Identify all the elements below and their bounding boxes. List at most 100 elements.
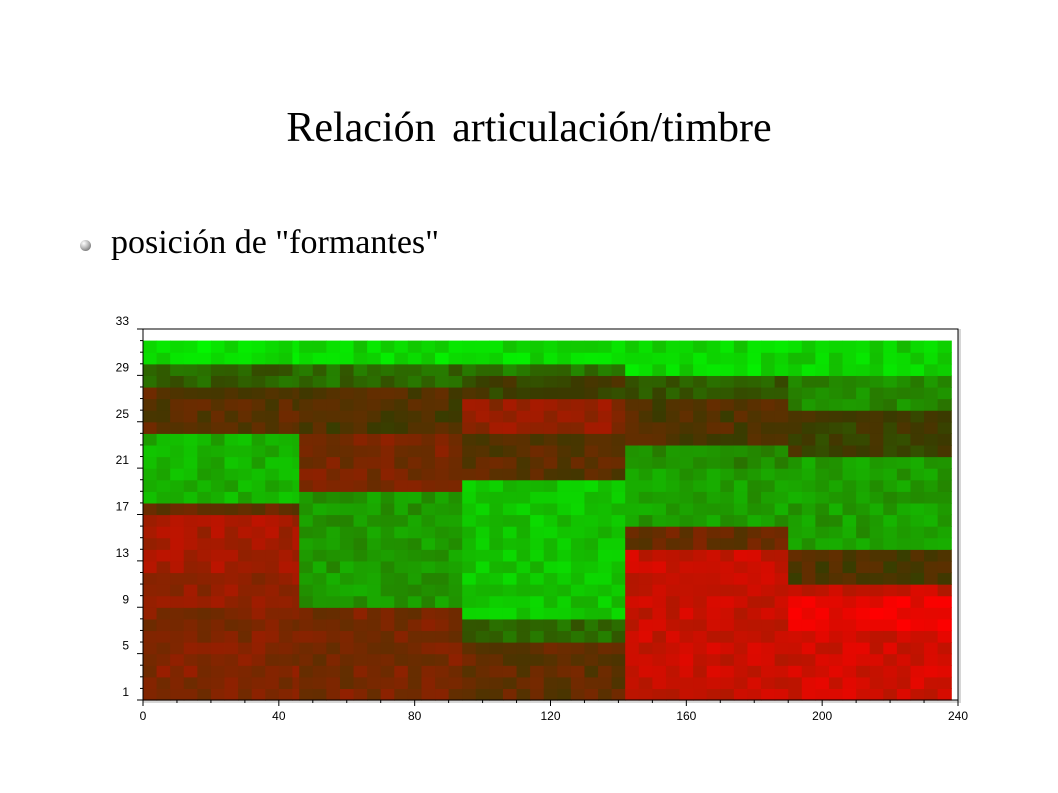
heatmap-cell (143, 352, 158, 365)
heatmap-cell (896, 410, 912, 423)
heatmap-cell (516, 607, 531, 620)
heatmap-cell (652, 572, 667, 585)
heatmap-cell (251, 433, 266, 446)
heatmap-cell (292, 572, 300, 585)
heatmap-cell (530, 444, 545, 458)
heatmap-cell (761, 386, 776, 400)
heatmap-cell (143, 642, 158, 655)
heatmap-cell (788, 653, 803, 666)
heatmap-cell (312, 642, 327, 655)
heatmap-cell (435, 618, 450, 632)
heatmap-cell (265, 584, 280, 597)
heatmap-cell (265, 549, 280, 562)
heatmap-cell (251, 398, 266, 411)
heatmap-cell (210, 618, 226, 632)
heatmap-cell (693, 352, 708, 365)
heatmap-cell (638, 479, 653, 492)
heatmap-cell (421, 421, 436, 434)
heatmap-cell (788, 514, 803, 527)
heatmap-cell (842, 653, 857, 666)
heatmap-cell (720, 375, 735, 388)
heatmap-cell (170, 560, 185, 574)
heatmap-cell (910, 433, 925, 446)
heatmap-cell (156, 456, 171, 469)
heatmap-cell (489, 642, 504, 655)
heatmap-cell (312, 537, 327, 550)
heatmap-cell (197, 584, 212, 597)
heatmap-cell (611, 653, 626, 666)
heatmap-cell (448, 595, 463, 608)
heatmap-cell (896, 433, 912, 446)
heatmap-cell (489, 340, 504, 353)
heatmap-cell (530, 665, 545, 678)
heatmap-cell (910, 491, 925, 504)
heatmap-cell (679, 386, 694, 400)
heatmap-cell (312, 491, 327, 504)
heatmap-cell (625, 630, 640, 643)
heatmap-cell (502, 630, 518, 643)
heatmap-cell (251, 410, 266, 423)
heatmap-cell (278, 468, 294, 481)
heatmap-cell (598, 537, 613, 550)
heatmap-cell (367, 514, 382, 527)
heatmap-cell (197, 363, 212, 376)
heatmap-cell (292, 352, 300, 365)
heatmap-cell (557, 421, 572, 434)
heatmap-cell (170, 514, 185, 527)
heatmap-cell (924, 352, 939, 365)
heatmap-cell (448, 433, 463, 446)
heatmap-cell (815, 410, 830, 423)
heatmap-cell (584, 433, 599, 446)
heatmap-cell (312, 618, 327, 632)
heatmap-cell (706, 363, 721, 376)
heatmap-cell (652, 618, 667, 632)
heatmap-cell (516, 375, 531, 388)
heatmap-cell (665, 363, 681, 376)
heatmap-cell (299, 398, 314, 411)
heatmap-cell (693, 444, 708, 458)
heatmap-cell (265, 514, 280, 527)
heatmap-cell (210, 642, 226, 655)
heatmap-cell (706, 444, 721, 458)
heatmap-cell (557, 676, 572, 689)
heatmap-cell (292, 375, 300, 388)
heatmap-cell (856, 526, 871, 539)
heatmap-cell (353, 595, 368, 608)
heatmap-cell (598, 410, 613, 423)
heatmap-cell (652, 688, 667, 701)
heatmap-cell (326, 537, 341, 550)
heatmap-cell (896, 653, 912, 666)
heatmap-cell (516, 433, 531, 446)
heatmap-cell (625, 444, 640, 458)
heatmap-cell (584, 491, 599, 504)
heatmap-cell (747, 618, 762, 632)
heatmap-cell (896, 340, 912, 353)
heatmap-cell (788, 549, 803, 562)
heatmap-cell (774, 630, 789, 643)
heatmap-cell (693, 514, 708, 527)
heatmap-cell (543, 491, 558, 504)
heatmap-cell (557, 526, 572, 539)
heatmap-cell (720, 584, 735, 597)
heatmap-cell (265, 653, 280, 666)
heatmap-cell (733, 502, 749, 516)
heatmap-cell (856, 491, 871, 504)
heatmap-cell (183, 375, 198, 388)
heatmap-cell (584, 456, 599, 469)
heatmap-cell (815, 456, 830, 469)
heatmap-cell (224, 514, 239, 527)
heatmap-cell (197, 607, 212, 620)
heatmap-cell (665, 433, 681, 446)
heatmap-cell (265, 642, 280, 655)
heatmap-cell (251, 491, 266, 504)
heatmap-cell (638, 526, 653, 539)
heatmap-cell (570, 688, 586, 701)
heatmap-cell (570, 352, 586, 365)
heatmap-cell (842, 352, 857, 365)
heatmap-cell (856, 433, 871, 446)
heatmap-cell (557, 444, 572, 458)
heatmap-cell (299, 352, 314, 365)
heatmap-cell (598, 607, 613, 620)
heatmap-cell (353, 491, 368, 504)
heatmap-cell (679, 468, 694, 481)
